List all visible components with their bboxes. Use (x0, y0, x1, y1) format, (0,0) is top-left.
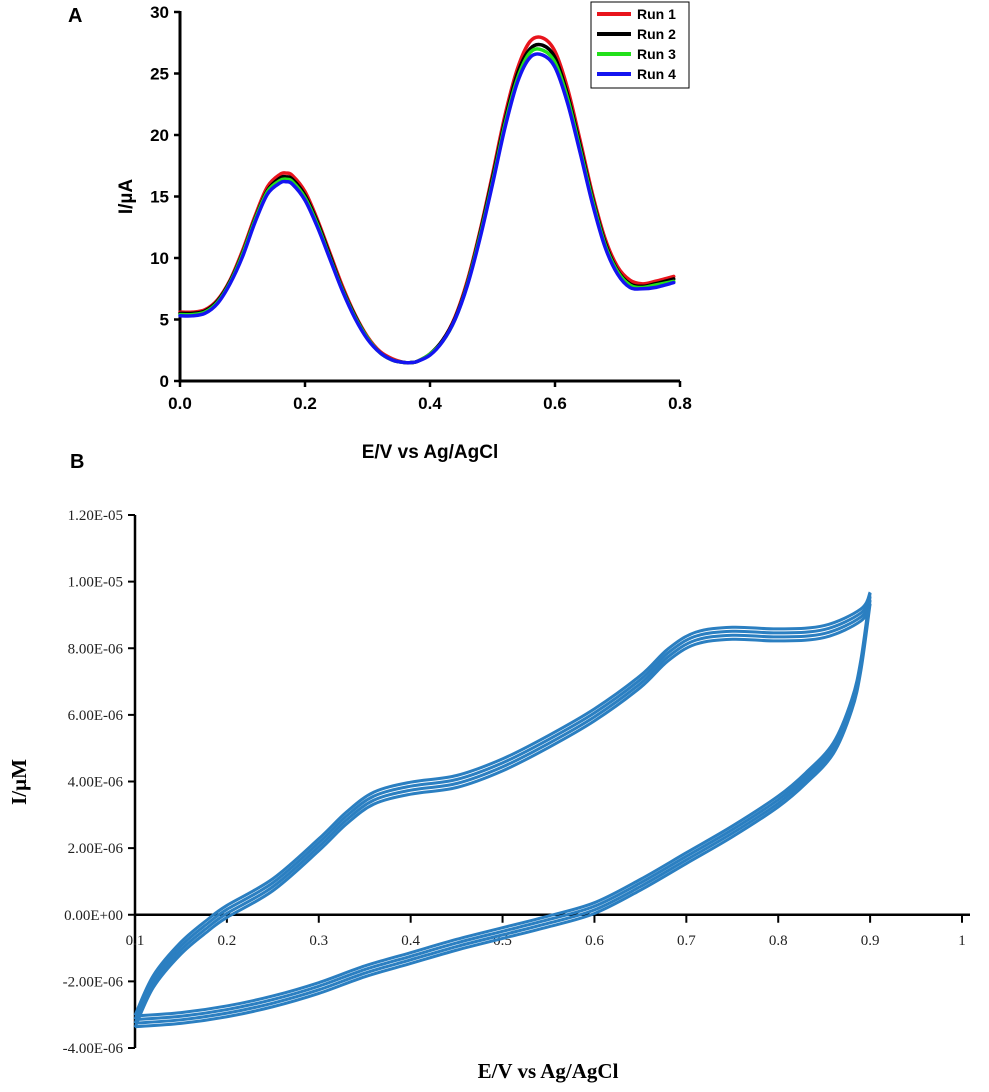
panel-a-y-axis-title: I/µA (116, 179, 137, 215)
panel-a-series-line (178, 52, 676, 365)
panel-b-y-tick-label: -4.00E-06 (63, 1041, 124, 1057)
panel-a-x-tick-label: 0.8 (668, 394, 692, 413)
panel-a-y-tick-label: 25 (150, 65, 169, 84)
panel-a-x-tick-label: 0.4 (418, 394, 442, 413)
panel-b-x-tick-label: 0.3 (309, 933, 328, 949)
panel-a-x-axis-title: E/V vs Ag/AgCl (362, 442, 499, 463)
panel-b-forward-scan (133, 591, 872, 1016)
panel-b-y-tick-label: 8.00E-06 (68, 641, 124, 657)
panel-b-forward-scan (133, 603, 872, 1028)
panel-a-x-tick-label: 0.6 (543, 394, 567, 413)
panel-b-x-tick-label: 0.6 (585, 933, 604, 949)
panel-b-x-tick-label: 0.8 (769, 933, 788, 949)
panel-a-y-tick-label: 0 (160, 372, 169, 391)
panel-a-legend-label: Run 3 (637, 46, 676, 62)
panel-b-forward-scan (133, 599, 872, 1024)
panel-b-x-tick-label: 0.2 (218, 933, 237, 949)
panel-b-y-tick-label: 6.00E-06 (68, 708, 124, 724)
panel-a-legend-label: Run 2 (637, 26, 676, 42)
panel-a-y-tick-label: 10 (150, 249, 169, 268)
panel-b-forward-scan (133, 595, 872, 1020)
panel-a-x-tick-label: 0.0 (168, 394, 192, 413)
panel-b-reverse-scan (134, 592, 872, 1018)
panel-b-reverse-scan (134, 603, 872, 1029)
panel-a-y-tick-label: 5 (160, 311, 169, 330)
panel-a-series-line (178, 47, 676, 365)
panel-a-y-tick-label: 30 (150, 3, 169, 22)
panel-b-x-tick-label: 0.4 (401, 933, 420, 949)
panel-b-x-axis-title: E/V vs Ag/AgCl (478, 1059, 619, 1083)
panel-a-chart: 0 5 10 15 20 25 30 0.0 0.2 0.4 0.6 0.8 E/V vs Ag/AgC… (116, 1, 692, 463)
panel-b-y-tick-label: 1.00E-05 (68, 575, 123, 591)
panel-a-y-tick-label: 20 (150, 126, 169, 145)
panel-b-x-tick-label: 0.1 (126, 933, 145, 949)
panel-a-label: A (68, 5, 82, 27)
panel-b-y-tick-label: 1.20E-05 (68, 508, 123, 524)
panel-b-reverse-scan (134, 596, 872, 1022)
panel-b-y-tick-label: 4.00E-06 (68, 775, 124, 791)
panel-b-y-axis-title: I/µM (7, 759, 31, 805)
panel-b-x-tick-label: 0.7 (677, 933, 696, 949)
panel-b-y-tick-label: 0.00E+00 (64, 908, 123, 924)
panel-a-x-tick-label: 0.2 (293, 394, 317, 413)
panel-a-y-tick-label: 15 (150, 188, 169, 207)
panel-b-y-tick-label: 2.00E-06 (68, 841, 124, 857)
panel-b-label: B (70, 451, 84, 473)
panel-a-series-line (178, 42, 676, 365)
panel-b-reverse-scan (134, 599, 872, 1025)
panel-a-legend-label: Run 4 (637, 66, 676, 82)
panel-b-y-tick-label: -2.00E-06 (63, 974, 124, 990)
panel-b-x-tick-label: 0.9 (861, 933, 880, 949)
panel-a-legend-label: Run 1 (637, 6, 676, 22)
panel-b-chart: 1.20E-05 1.00E-05 8.00E-06 6.00E-06 4.00E-06… (7, 508, 970, 1083)
panel-b-x-tick-label: 1 (958, 933, 966, 949)
